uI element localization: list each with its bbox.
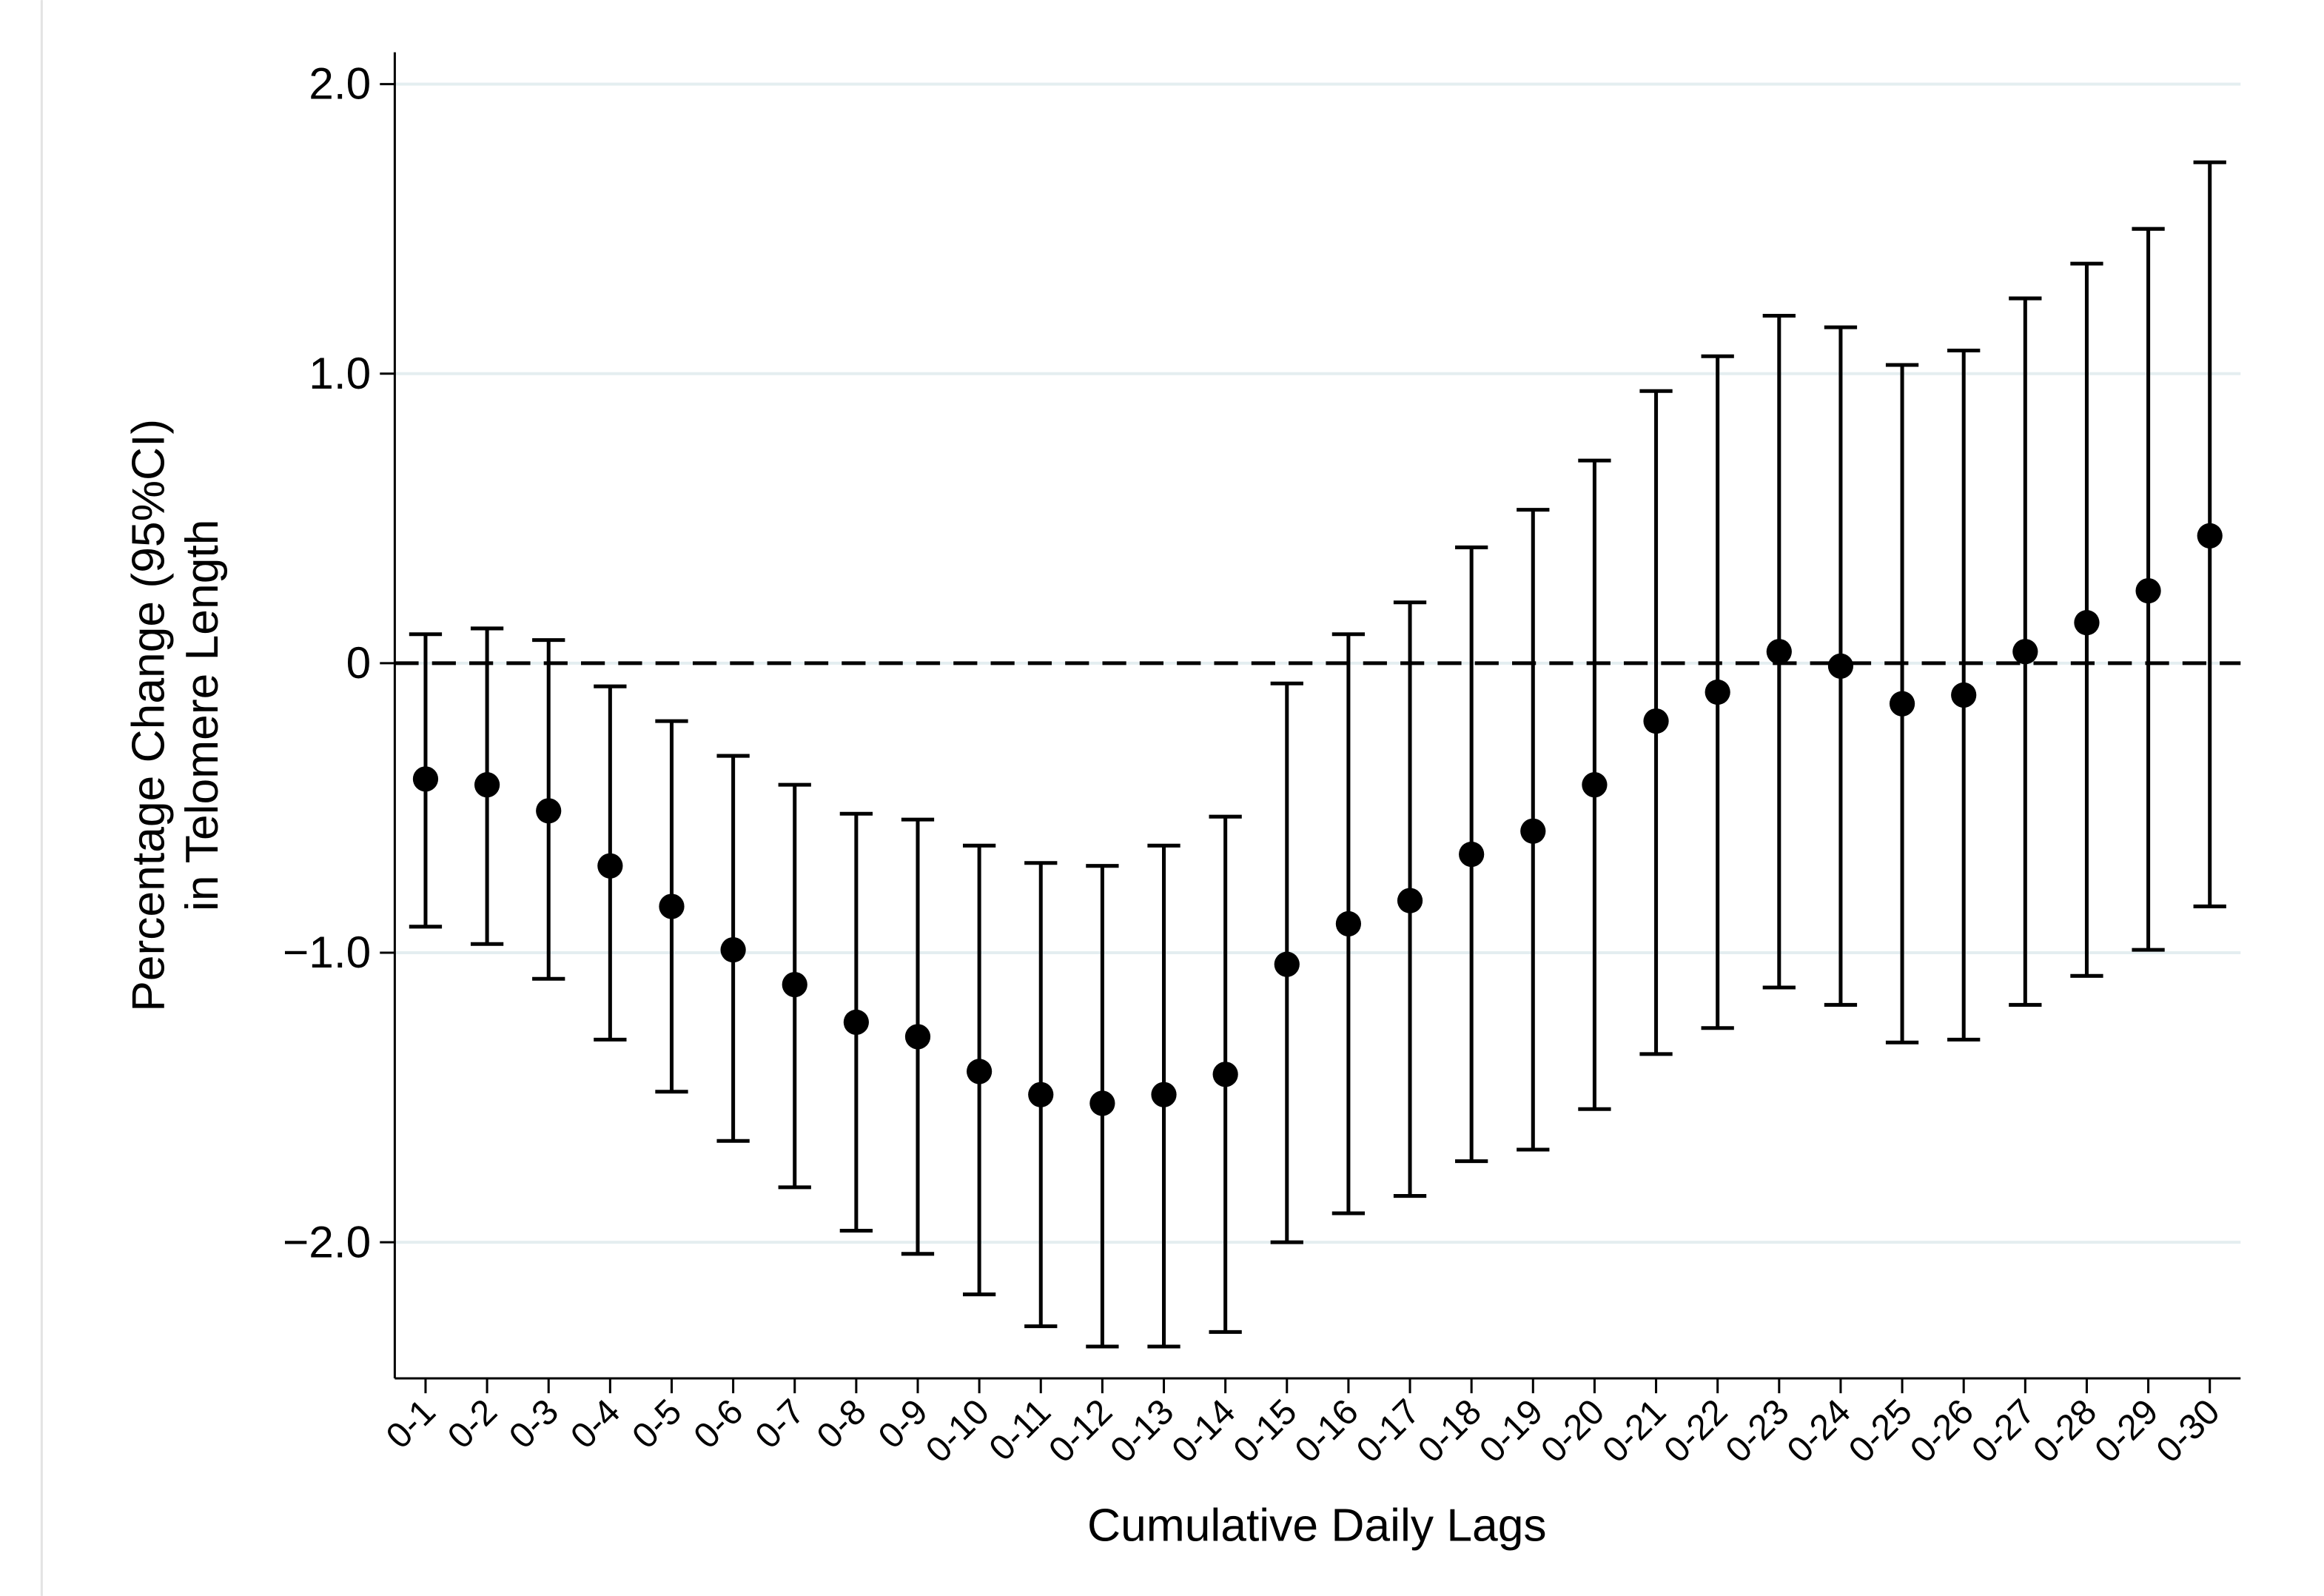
y-tick-label: −2.0 — [283, 1216, 371, 1267]
point — [412, 766, 439, 792]
point — [1643, 708, 1669, 734]
point — [1582, 772, 1608, 798]
point — [1212, 1062, 1238, 1087]
point — [1151, 1082, 1177, 1107]
point — [904, 1024, 931, 1050]
point — [474, 772, 500, 798]
y-tick-label: 1.0 — [309, 348, 371, 398]
point — [1889, 691, 1915, 717]
y-tick-label: −1.0 — [283, 927, 371, 977]
point — [2197, 523, 2223, 549]
point — [1705, 679, 1730, 705]
point — [843, 1009, 869, 1036]
point — [1951, 682, 1977, 708]
point — [597, 853, 623, 879]
y-axis-title: Percentage Change (95%CI) in Telomere Le… — [123, 419, 227, 1012]
point — [1520, 818, 1546, 844]
y-axis-title-line: Percentage Change (95%CI) — [123, 419, 174, 1012]
x-axis-title: Cumulative Daily Lags — [1087, 1500, 1547, 1551]
y-tick-label: 0 — [346, 637, 372, 688]
point — [782, 971, 807, 998]
point — [1397, 888, 1423, 913]
point — [2012, 639, 2038, 665]
y-tick-label: 2.0 — [309, 58, 371, 109]
point — [1335, 911, 1362, 937]
point — [1089, 1090, 1115, 1116]
y-axis-title-line: in Telomere Length — [177, 520, 228, 911]
point — [1459, 841, 1485, 868]
point — [1274, 951, 1300, 977]
point — [1028, 1082, 1054, 1107]
point — [720, 937, 746, 963]
point — [967, 1059, 993, 1084]
point — [659, 893, 685, 919]
point — [2074, 610, 2100, 636]
point — [2135, 577, 2161, 604]
point — [1766, 639, 1792, 665]
point — [1827, 653, 1854, 679]
point — [536, 798, 562, 824]
